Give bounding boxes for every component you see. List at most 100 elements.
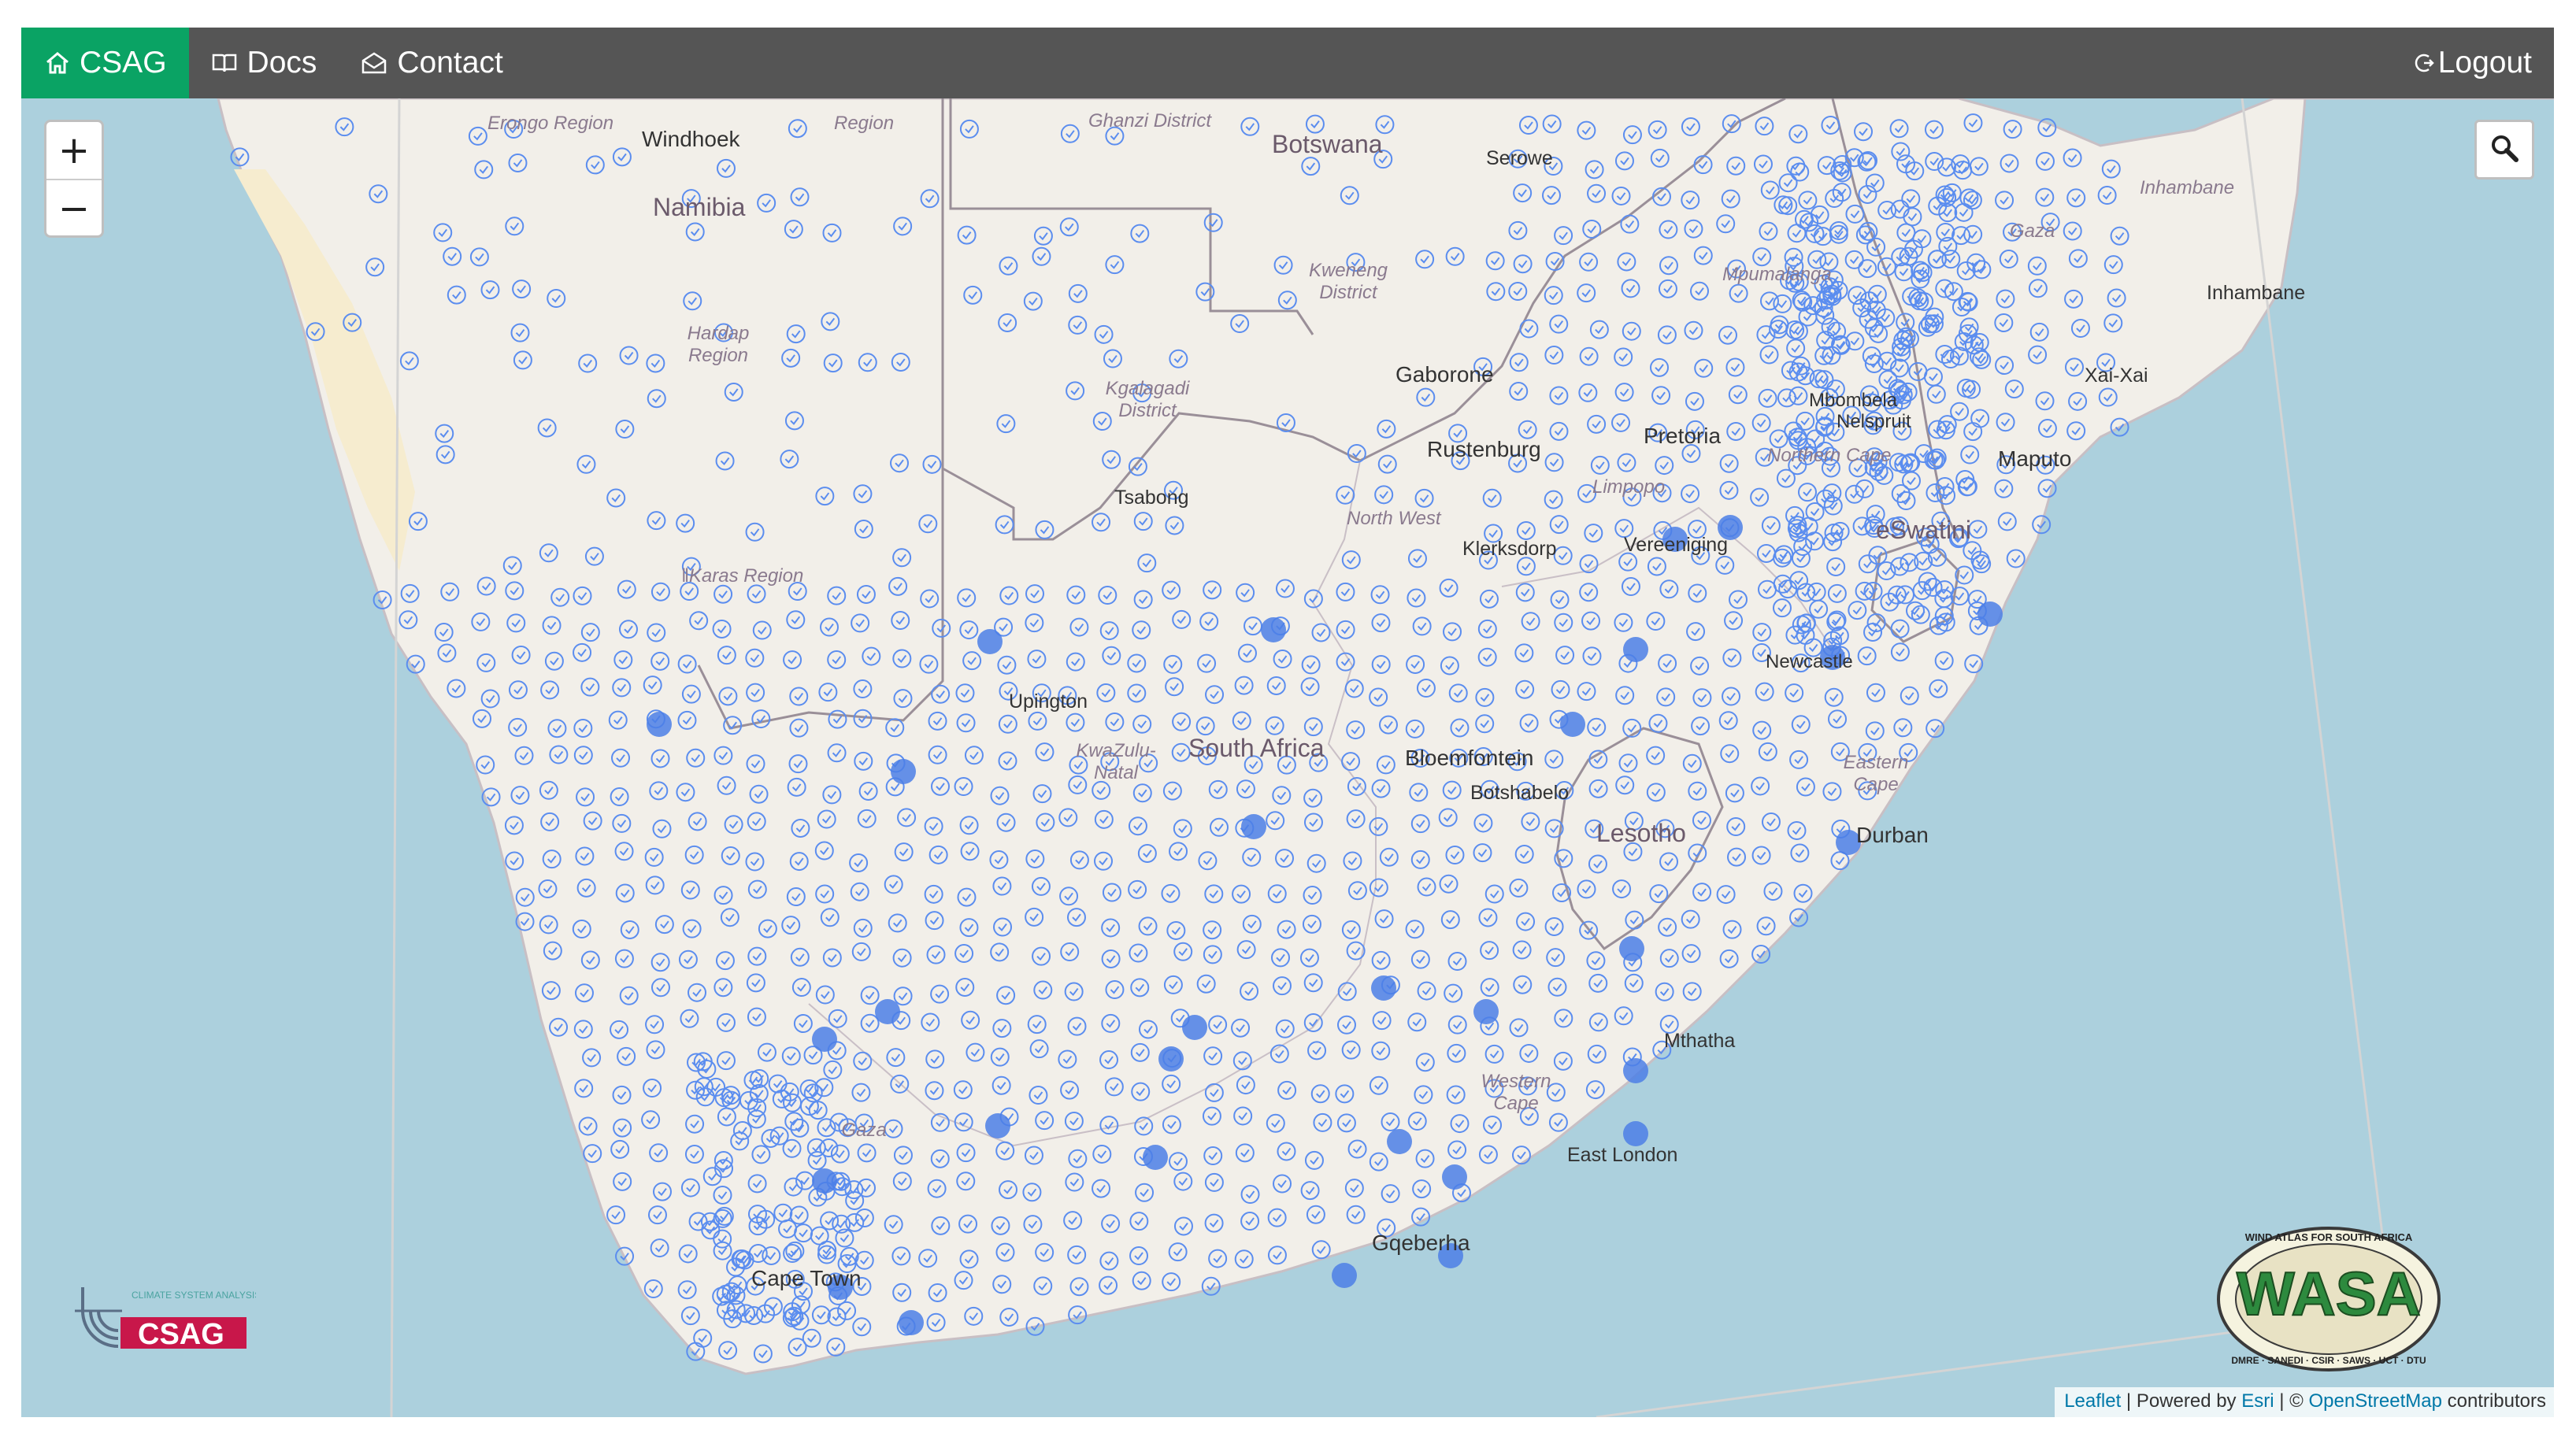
station-marker[interactable]: [1579, 583, 1599, 602]
station-marker[interactable]: [1822, 782, 1842, 801]
station-marker[interactable]: [1726, 421, 1746, 441]
station-marker[interactable]: [1508, 149, 1528, 168]
station-marker[interactable]: [1273, 650, 1292, 669]
station-marker[interactable]: [650, 953, 670, 972]
station-marker[interactable]: [1303, 589, 1323, 609]
station-marker[interactable]: [1751, 413, 1771, 433]
station-marker[interactable]: [1369, 878, 1388, 898]
station-marker[interactable]: [1719, 453, 1739, 473]
station-marker[interactable]: [897, 808, 917, 827]
station-marker[interactable]: [1963, 191, 1982, 210]
station-marker[interactable]: [1918, 317, 1937, 337]
station-marker[interactable]: [1877, 561, 1896, 581]
station-marker[interactable]: [1550, 590, 1570, 609]
station-marker[interactable]: [693, 1328, 713, 1348]
station-marker[interactable]: [1845, 331, 1865, 351]
station-marker[interactable]: [440, 582, 460, 601]
station-marker[interactable]: [1381, 1184, 1400, 1204]
station-marker[interactable]: [1417, 877, 1436, 897]
station-marker[interactable]: [956, 1172, 976, 1191]
station-marker[interactable]: [502, 556, 522, 576]
station-marker[interactable]: [400, 583, 420, 603]
station-marker[interactable]: [1202, 1106, 1221, 1126]
station-marker[interactable]: [1172, 712, 1192, 731]
station-marker[interactable]: [817, 809, 836, 829]
station-marker[interactable]: [1685, 391, 1704, 411]
station-marker[interactable]: [826, 1337, 846, 1357]
station-marker[interactable]: [1719, 949, 1739, 968]
station-marker[interactable]: [540, 680, 560, 700]
station-marker[interactable]: [1311, 623, 1331, 642]
station-marker[interactable]: [1908, 288, 1928, 308]
station-marker[interactable]: [1821, 317, 1840, 337]
station-marker[interactable]: [1166, 920, 1186, 940]
station-marker[interactable]: [1825, 422, 1845, 442]
station-marker[interactable]: [1614, 613, 1633, 632]
station-marker[interactable]: [1477, 619, 1497, 639]
station-marker[interactable]: [1092, 412, 1112, 431]
station-marker[interactable]: [1548, 1112, 1568, 1132]
station-marker[interactable]: [1347, 444, 1366, 464]
station-marker[interactable]: [1544, 346, 1564, 365]
station-marker[interactable]: [1863, 416, 1883, 435]
station-marker[interactable]: [712, 619, 732, 639]
station-marker[interactable]: [1369, 687, 1388, 707]
station-marker[interactable]: [1686, 622, 1706, 642]
station-marker[interactable]: [1132, 1271, 1151, 1290]
station-marker[interactable]: [1033, 980, 1053, 1000]
station-marker[interactable]: [1692, 810, 1711, 830]
station-marker[interactable]: [1480, 779, 1499, 799]
station-marker[interactable]: [1858, 184, 1877, 204]
wind-mast-marker[interactable]: [899, 1310, 924, 1335]
station-marker[interactable]: [1204, 884, 1224, 904]
station-marker[interactable]: [1069, 755, 1088, 775]
station-marker[interactable]: [1336, 1015, 1356, 1035]
station-marker[interactable]: [1127, 653, 1147, 673]
wind-mast-marker[interactable]: [1623, 1121, 1648, 1146]
station-marker[interactable]: [2037, 479, 2057, 498]
station-marker[interactable]: [1777, 388, 1796, 408]
station-marker[interactable]: [853, 709, 873, 728]
station-marker[interactable]: [1955, 565, 1974, 585]
station-marker[interactable]: [1303, 973, 1323, 993]
station-marker[interactable]: [1926, 483, 1945, 502]
station-marker[interactable]: [1659, 852, 1679, 872]
station-marker[interactable]: [1025, 907, 1044, 927]
station-marker[interactable]: [1914, 551, 1933, 571]
station-marker[interactable]: [1925, 152, 1944, 172]
station-marker[interactable]: [713, 1229, 732, 1249]
wind-mast-marker[interactable]: [1836, 830, 1861, 855]
station-marker[interactable]: [1855, 581, 1874, 601]
station-marker[interactable]: [1784, 247, 1803, 267]
station-marker[interactable]: [677, 710, 697, 730]
station-marker[interactable]: [1205, 685, 1225, 705]
station-marker[interactable]: [641, 1110, 661, 1130]
station-marker[interactable]: [815, 884, 835, 904]
station-marker[interactable]: [573, 746, 593, 765]
station-marker[interactable]: [1101, 1214, 1121, 1234]
station-marker[interactable]: [1101, 1013, 1121, 1033]
station-marker[interactable]: [998, 313, 1017, 332]
station-marker[interactable]: [851, 942, 871, 961]
station-marker[interactable]: [1658, 653, 1677, 673]
station-marker[interactable]: [1512, 940, 1532, 960]
station-marker[interactable]: [435, 424, 454, 443]
station-marker[interactable]: [1377, 1218, 1396, 1238]
station-marker[interactable]: [1578, 383, 1598, 402]
station-marker[interactable]: [1690, 656, 1710, 676]
station-marker[interactable]: [1092, 1144, 1112, 1164]
station-marker[interactable]: [998, 751, 1017, 771]
station-marker[interactable]: [612, 813, 632, 833]
station-marker[interactable]: [1544, 750, 1564, 769]
station-marker[interactable]: [1648, 713, 1668, 733]
station-marker[interactable]: [1444, 983, 1463, 1003]
station-marker[interactable]: [2097, 186, 2117, 205]
station-marker[interactable]: [2066, 188, 2086, 208]
station-marker[interactable]: [468, 126, 487, 146]
station-marker[interactable]: [1473, 813, 1493, 833]
station-markers[interactable]: [230, 113, 2129, 1364]
station-marker[interactable]: [1208, 1015, 1228, 1035]
station-marker[interactable]: [1480, 941, 1499, 961]
station-marker[interactable]: [2029, 322, 2049, 342]
station-marker[interactable]: [1439, 874, 1458, 894]
